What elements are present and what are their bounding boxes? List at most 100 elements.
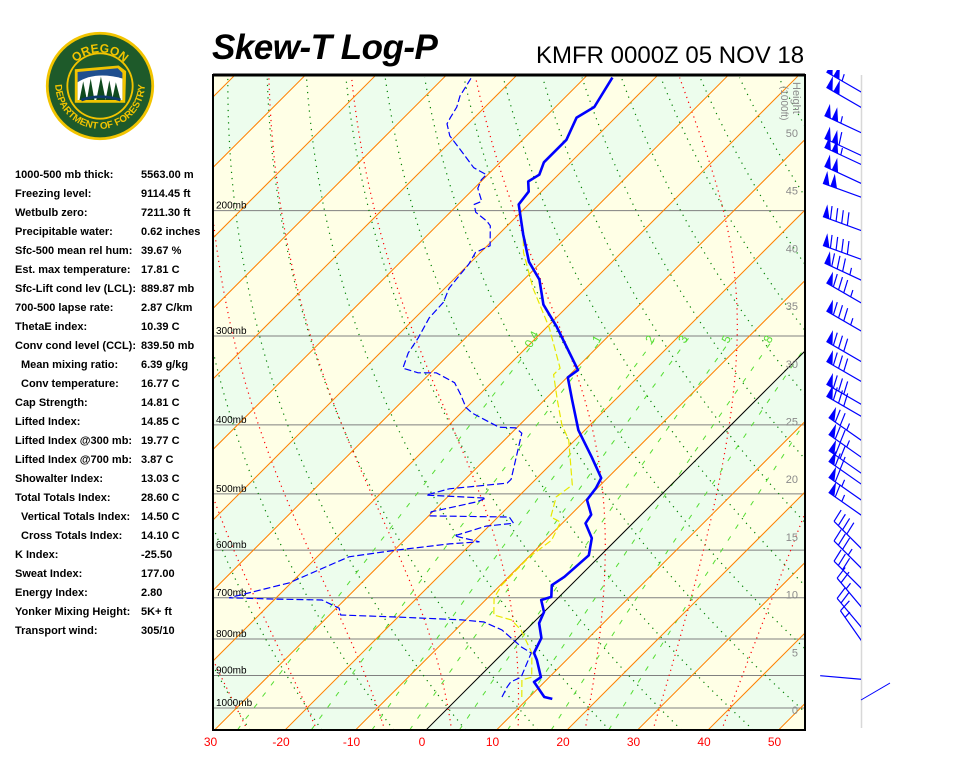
stat-label: Lifted Index @300 mb: bbox=[15, 435, 133, 447]
stat-row: K Index: -25.50 bbox=[15, 549, 210, 568]
pressure-tick-label: 1000mb bbox=[216, 698, 253, 709]
wind-barb bbox=[822, 204, 861, 232]
wind-full-barb bbox=[842, 518, 851, 531]
wind-pennant bbox=[833, 70, 840, 80]
wind-barb bbox=[824, 135, 861, 166]
wind-full-barb bbox=[837, 355, 844, 369]
wind-full-barb bbox=[843, 279, 849, 294]
height-tick-label: 10 bbox=[786, 590, 798, 602]
wind-half-barb bbox=[846, 440, 851, 448]
isotherm-line bbox=[637, 561, 805, 730]
wind-full-barb bbox=[842, 537, 851, 550]
wind-full-barb bbox=[841, 210, 844, 224]
wind-pennant bbox=[828, 406, 837, 422]
wind-full-barb bbox=[829, 234, 833, 249]
temperature-tick-label: 40 bbox=[697, 735, 711, 749]
wind-full-barb bbox=[838, 131, 843, 146]
stat-row: Total Totals Index: 28.60 C bbox=[15, 492, 210, 511]
stat-label: Sweat Index: bbox=[15, 568, 83, 580]
height-tick-label: 20 bbox=[786, 474, 798, 486]
stat-value: 14.50 C bbox=[141, 511, 180, 523]
stat-value: 177.00 bbox=[141, 568, 175, 580]
wind-barb bbox=[822, 233, 861, 260]
mixing-ratio-line bbox=[550, 346, 805, 730]
wind-pennant bbox=[826, 76, 833, 91]
stat-row: Precipitable water: 0.62 inches bbox=[15, 226, 210, 245]
stat-value: 28.60 C bbox=[141, 492, 180, 504]
wind-barb bbox=[828, 423, 861, 458]
wind-pennant bbox=[826, 70, 833, 76]
stat-label: Est. max temperature: bbox=[15, 264, 131, 276]
temperature-tick-label: -20 bbox=[272, 735, 290, 749]
stat-value: 14.85 C bbox=[141, 416, 180, 428]
isotherm-line bbox=[213, 75, 447, 310]
stat-label: Lifted Index: bbox=[15, 416, 81, 428]
temperature-tick-label: 20 bbox=[556, 735, 570, 749]
wind-pennant bbox=[826, 350, 833, 365]
stat-label: Vertical Totals Index: bbox=[21, 511, 131, 523]
temperature-tick-label: -10 bbox=[343, 735, 361, 749]
isotherm-line bbox=[213, 75, 518, 380]
wind-full-barb bbox=[837, 378, 844, 392]
stat-value: 839.50 mb bbox=[141, 340, 195, 352]
wind-half-barb bbox=[849, 267, 853, 276]
moist-adiabat-line bbox=[268, 77, 453, 730]
stat-row: ThetaE index: 10.39 C bbox=[15, 321, 210, 340]
pressure-tick-label: 400mb bbox=[216, 415, 247, 426]
wind-pennant bbox=[831, 138, 839, 154]
isotherm-line bbox=[849, 75, 960, 730]
wind-barb bbox=[839, 600, 861, 642]
temperature-tick-label: 50 bbox=[768, 735, 782, 749]
wind-pennant bbox=[824, 135, 831, 151]
wind-full-barb bbox=[843, 358, 849, 372]
stat-value: 9114.45 ft bbox=[141, 188, 191, 200]
wind-full-barb bbox=[833, 529, 842, 542]
wind-full-barb bbox=[836, 255, 841, 270]
wind-full-barb bbox=[840, 571, 850, 584]
wind-full-barb bbox=[843, 381, 849, 395]
wind-barb-staff bbox=[833, 540, 861, 569]
wind-barb bbox=[820, 675, 861, 680]
stat-label: Cap Strength: bbox=[15, 397, 88, 409]
stat-label: Energy Index: bbox=[15, 587, 88, 599]
stat-label: 700-500 lapse rate: bbox=[15, 302, 114, 314]
stat-value: 305/10 bbox=[141, 625, 175, 637]
stat-row: Cross Totals Index: 14.10 C bbox=[15, 530, 210, 549]
height-tick-label: 0 bbox=[792, 705, 798, 717]
stat-row: Est. max temperature: 17.81 C bbox=[15, 264, 210, 283]
pressure-tick-label: 200mb bbox=[216, 201, 247, 212]
height-tick-label: 50 bbox=[786, 128, 798, 140]
wind-barb bbox=[824, 251, 861, 281]
dry-adiabat-line bbox=[305, 77, 610, 730]
stat-label: Conv cond level (CCL): bbox=[15, 340, 137, 352]
stat-label: Yonker Mixing Height: bbox=[15, 606, 131, 618]
wind-pennant bbox=[822, 171, 830, 186]
svg-text:OREGON: OREGON bbox=[69, 41, 131, 65]
wind-full-barb bbox=[834, 453, 841, 467]
stat-row: Lifted Index @700 mb: 3.87 C bbox=[15, 454, 210, 473]
stat-value: 6.39 g/kg bbox=[141, 359, 189, 371]
isotherm-band bbox=[849, 75, 960, 730]
wind-full-barb bbox=[842, 258, 846, 272]
dry-adiabat-line bbox=[345, 77, 682, 730]
wind-full-barb bbox=[833, 509, 842, 522]
stat-value: 2.80 bbox=[141, 587, 163, 599]
wind-full-barb bbox=[836, 567, 846, 579]
wind-half-barb bbox=[850, 289, 854, 298]
wind-full-barb bbox=[833, 549, 842, 562]
surface-wind-staff bbox=[860, 682, 891, 701]
isotherm-line bbox=[213, 75, 659, 521]
height-axis-unit: (1000ft) bbox=[778, 86, 789, 120]
wind-full-barb bbox=[842, 558, 851, 570]
wind-pennant bbox=[826, 384, 833, 400]
mixing-ratio-line bbox=[371, 337, 657, 730]
stat-row: Cap Strength: 14.81 C bbox=[15, 397, 210, 416]
wind-barb-staff bbox=[839, 610, 861, 642]
wind-barb-staff bbox=[833, 520, 861, 550]
wind-full-barb bbox=[839, 429, 846, 443]
temperature-tick-label: 30 bbox=[204, 735, 218, 749]
wind-barb-staff bbox=[833, 560, 861, 589]
stat-value: 0.62 inches bbox=[141, 226, 201, 238]
pressure-tick-label: 500mb bbox=[216, 484, 247, 495]
dry-adiabat-line bbox=[502, 77, 805, 587]
